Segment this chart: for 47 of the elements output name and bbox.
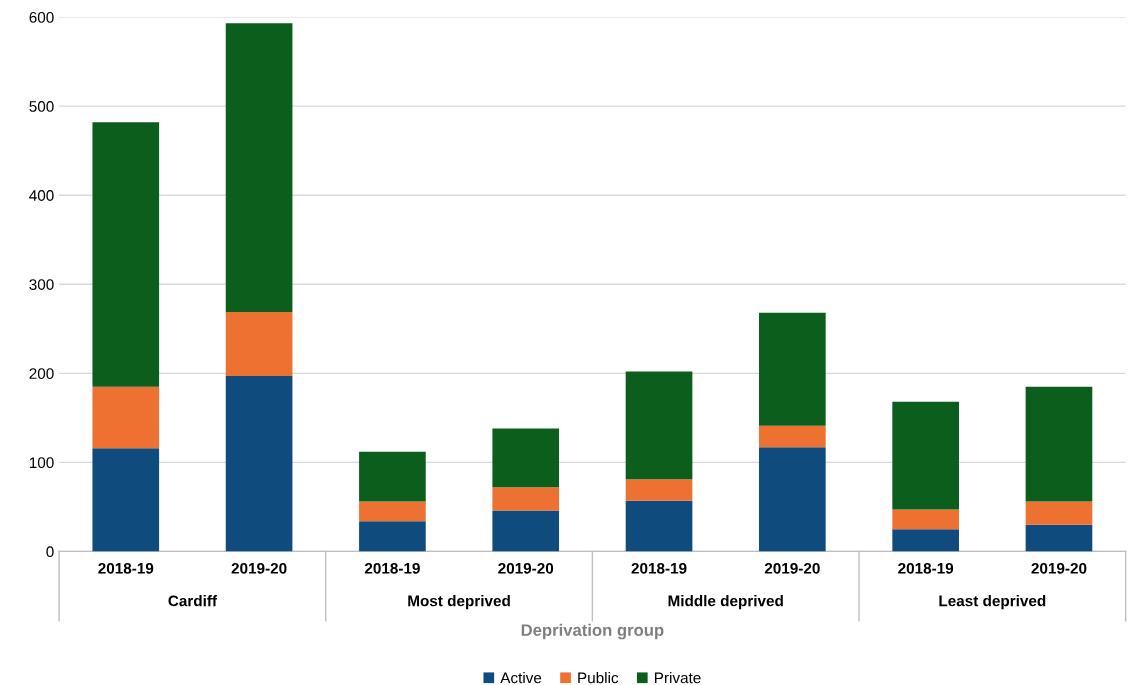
bar [892,509,959,530]
text: Cardiff [168,595,218,607]
x-tick-label: 2018-19 [631,562,687,574]
bar [625,479,693,501]
bar [92,386,160,449]
legend-label: Private [655,672,701,684]
bar [225,376,293,552]
text: Most deprived [408,595,510,610]
bar [92,448,160,552]
bar [892,401,959,510]
legend-label: Active [500,672,542,684]
bar [359,501,426,522]
x-tick-label: 2019-20 [231,562,287,574]
bar [92,122,160,387]
x-tick-label: 2019-20 [1031,562,1087,574]
bar [359,521,426,552]
bar [359,451,426,502]
bar [225,23,293,312]
y-tick-label: 600 [29,11,54,23]
x-tick-label: 2019-20 [498,562,554,574]
text: Middle deprived [668,595,783,610]
y-tick-label: 200 [29,368,54,380]
bar [492,428,560,488]
bar [759,447,826,552]
bar [492,510,560,552]
legend-label: Public [578,672,619,684]
bar [892,529,959,552]
x-tick-label: 2018-19 [364,562,420,574]
bar [1025,386,1093,502]
bar [225,311,293,376]
bar [759,312,826,426]
x-tick-label: 2019-20 [764,562,820,574]
bar [759,425,826,448]
bar [625,371,693,480]
y-tick-label: 400 [29,190,54,201]
x-tick-label: 2018-19 [898,562,954,574]
y-tick-label: 100 [29,457,54,469]
bar [625,500,693,552]
y-tick-label: 500 [29,101,54,112]
y-tick-label: 300 [29,279,54,290]
bar [492,487,560,511]
text: Least deprived [939,595,1046,610]
x-axis-title: Deprivation group [521,623,664,640]
bar [1025,524,1093,552]
bar [1025,501,1093,525]
x-tick-label: 2018-19 [98,562,154,574]
y-tick-label: 0 [46,546,54,558]
